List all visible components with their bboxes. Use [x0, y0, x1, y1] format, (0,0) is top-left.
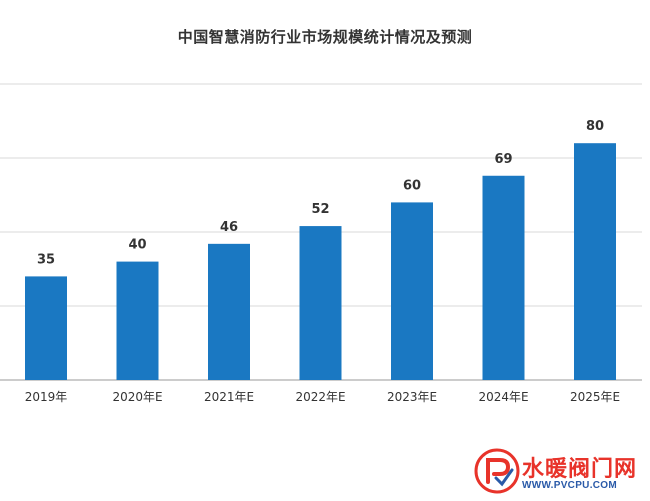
- x-tick-label: 2020年E: [112, 390, 162, 404]
- bars: [25, 143, 616, 380]
- data-label: 46: [220, 220, 238, 235]
- logo-icon: [474, 448, 520, 494]
- bar-2023年E: [391, 202, 433, 380]
- data-label: 40: [128, 238, 146, 253]
- x-tick-label: 2019年: [25, 390, 68, 404]
- bar-2025年E: [574, 143, 616, 380]
- data-label: 35: [37, 252, 55, 267]
- data-label: 80: [586, 119, 604, 134]
- data-label: 69: [494, 152, 512, 167]
- x-tick-label: 2021年E: [204, 390, 254, 404]
- data-labels: 35 40 46 52 60 69 80: [37, 119, 604, 267]
- chart-title: 中国智慧消防行业市场规模统计情况及预测: [177, 28, 473, 46]
- x-tick-label: 2023年E: [387, 390, 437, 404]
- x-tick-label: 2025年E: [570, 390, 620, 404]
- bar-2022年E: [299, 226, 342, 380]
- data-label: 60: [403, 178, 421, 193]
- logo-name: 水暖阀门网: [522, 457, 638, 482]
- logo-url: WWW.PVCPU.COM: [522, 480, 618, 491]
- bar-2024年E: [482, 175, 525, 380]
- x-tick-labels: 2019年 2020年E 2021年E 2022年E 2023年E 2024年E 2025年…: [25, 390, 620, 404]
- bar-2019年: [25, 276, 67, 380]
- x-tick-label: 2024年E: [478, 390, 528, 404]
- data-label: 52: [311, 202, 329, 217]
- x-tick-label: 2022年E: [295, 390, 345, 404]
- bar-2021年E: [208, 243, 250, 380]
- bar-2020年E: [116, 261, 159, 380]
